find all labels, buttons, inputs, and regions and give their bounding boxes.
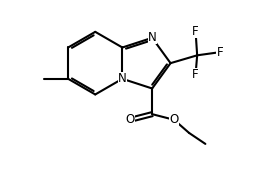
Text: F: F	[192, 25, 199, 38]
Text: F: F	[192, 68, 199, 81]
Text: N: N	[118, 72, 127, 85]
Text: F: F	[216, 46, 223, 59]
Text: O: O	[126, 113, 135, 126]
Text: N: N	[148, 31, 157, 44]
Text: O: O	[169, 113, 179, 126]
